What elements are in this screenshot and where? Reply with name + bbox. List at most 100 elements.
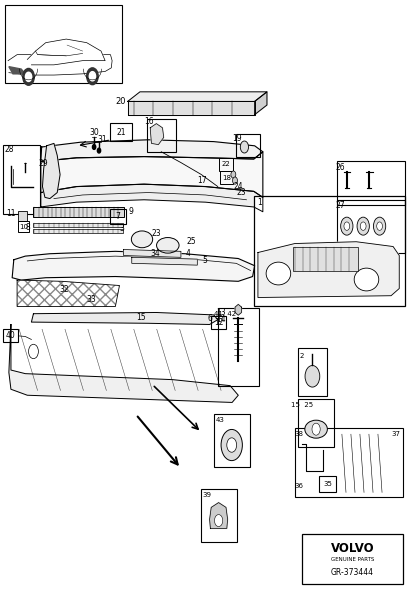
Circle shape <box>221 430 242 460</box>
Bar <box>111 123 132 141</box>
Text: 32: 32 <box>59 285 69 294</box>
Bar <box>211 316 226 329</box>
Text: 13: 13 <box>216 308 226 317</box>
Text: 25: 25 <box>186 237 196 246</box>
Polygon shape <box>41 184 263 212</box>
Polygon shape <box>235 304 241 315</box>
Circle shape <box>374 217 386 235</box>
Text: GENUINE PARTS: GENUINE PARTS <box>331 557 374 563</box>
Circle shape <box>240 141 249 153</box>
Text: 22: 22 <box>222 162 230 168</box>
Polygon shape <box>124 249 181 257</box>
Text: 26: 26 <box>336 163 346 172</box>
Text: 2: 2 <box>300 353 305 359</box>
Text: 1: 1 <box>258 198 262 207</box>
Bar <box>32 228 123 233</box>
Circle shape <box>360 222 366 230</box>
Polygon shape <box>27 39 105 65</box>
Circle shape <box>92 145 96 150</box>
Bar <box>298 400 334 447</box>
Text: 21: 21 <box>116 127 126 136</box>
Polygon shape <box>258 242 399 297</box>
Polygon shape <box>255 92 267 115</box>
Bar <box>298 349 327 397</box>
Polygon shape <box>41 152 263 197</box>
Polygon shape <box>128 92 267 102</box>
Bar <box>18 210 27 221</box>
Bar <box>236 134 260 157</box>
Text: 41  42: 41 42 <box>214 311 236 317</box>
Text: 38: 38 <box>294 431 303 437</box>
Text: 11: 11 <box>6 209 16 218</box>
Polygon shape <box>128 102 255 115</box>
Text: 35: 35 <box>323 481 332 487</box>
Polygon shape <box>150 124 164 145</box>
Text: 20: 20 <box>115 97 125 106</box>
Text: 15  25: 15 25 <box>291 403 313 409</box>
Circle shape <box>28 344 38 359</box>
Bar <box>201 489 237 542</box>
Bar <box>319 475 336 492</box>
Bar <box>5 5 122 84</box>
Circle shape <box>23 69 34 85</box>
Text: 33: 33 <box>86 295 96 304</box>
Circle shape <box>227 438 237 452</box>
Bar <box>337 200 405 252</box>
Text: 8: 8 <box>25 223 30 232</box>
Bar <box>32 207 124 216</box>
Bar <box>302 534 403 584</box>
Circle shape <box>377 222 383 230</box>
Polygon shape <box>8 55 112 75</box>
Circle shape <box>233 177 238 184</box>
Bar <box>254 195 404 307</box>
Bar <box>3 145 39 213</box>
Text: 29: 29 <box>39 159 48 168</box>
Text: 14: 14 <box>216 315 226 324</box>
Text: 17: 17 <box>197 176 207 185</box>
Text: 7: 7 <box>116 212 121 221</box>
Circle shape <box>312 423 320 435</box>
Circle shape <box>231 171 236 178</box>
Bar <box>146 119 176 152</box>
Text: 18: 18 <box>222 174 231 180</box>
Bar <box>220 171 233 184</box>
Text: 30: 30 <box>89 128 99 137</box>
Circle shape <box>215 514 223 526</box>
Text: 19: 19 <box>233 134 242 143</box>
Text: 4: 4 <box>186 249 191 258</box>
Circle shape <box>97 148 101 153</box>
Ellipse shape <box>266 262 291 285</box>
Polygon shape <box>12 251 255 281</box>
Bar <box>214 415 250 467</box>
Text: 24: 24 <box>233 182 243 191</box>
Text: 12: 12 <box>214 318 223 327</box>
Circle shape <box>344 222 350 230</box>
Text: 23: 23 <box>152 229 161 238</box>
Text: GR-373444: GR-373444 <box>331 568 374 577</box>
Circle shape <box>89 72 96 81</box>
Polygon shape <box>31 313 218 325</box>
Text: 27: 27 <box>336 201 346 210</box>
Text: 23: 23 <box>237 188 246 197</box>
Polygon shape <box>132 257 197 265</box>
Text: 6: 6 <box>207 314 212 323</box>
Text: 36: 36 <box>294 483 303 489</box>
Text: 34: 34 <box>151 249 160 258</box>
Circle shape <box>305 365 320 387</box>
Ellipse shape <box>132 231 152 248</box>
Polygon shape <box>210 502 228 528</box>
Bar <box>219 158 233 171</box>
Polygon shape <box>42 144 60 198</box>
Text: VOLVO: VOLVO <box>331 542 374 555</box>
Polygon shape <box>41 140 263 162</box>
Text: 15: 15 <box>136 313 145 322</box>
Bar <box>32 222 123 227</box>
Bar <box>293 246 358 270</box>
Circle shape <box>25 72 32 82</box>
Text: 37: 37 <box>391 431 400 437</box>
Circle shape <box>357 217 369 235</box>
Ellipse shape <box>354 268 379 291</box>
Text: 9: 9 <box>129 207 134 216</box>
Text: 43: 43 <box>215 418 224 424</box>
Text: 28: 28 <box>4 145 14 154</box>
